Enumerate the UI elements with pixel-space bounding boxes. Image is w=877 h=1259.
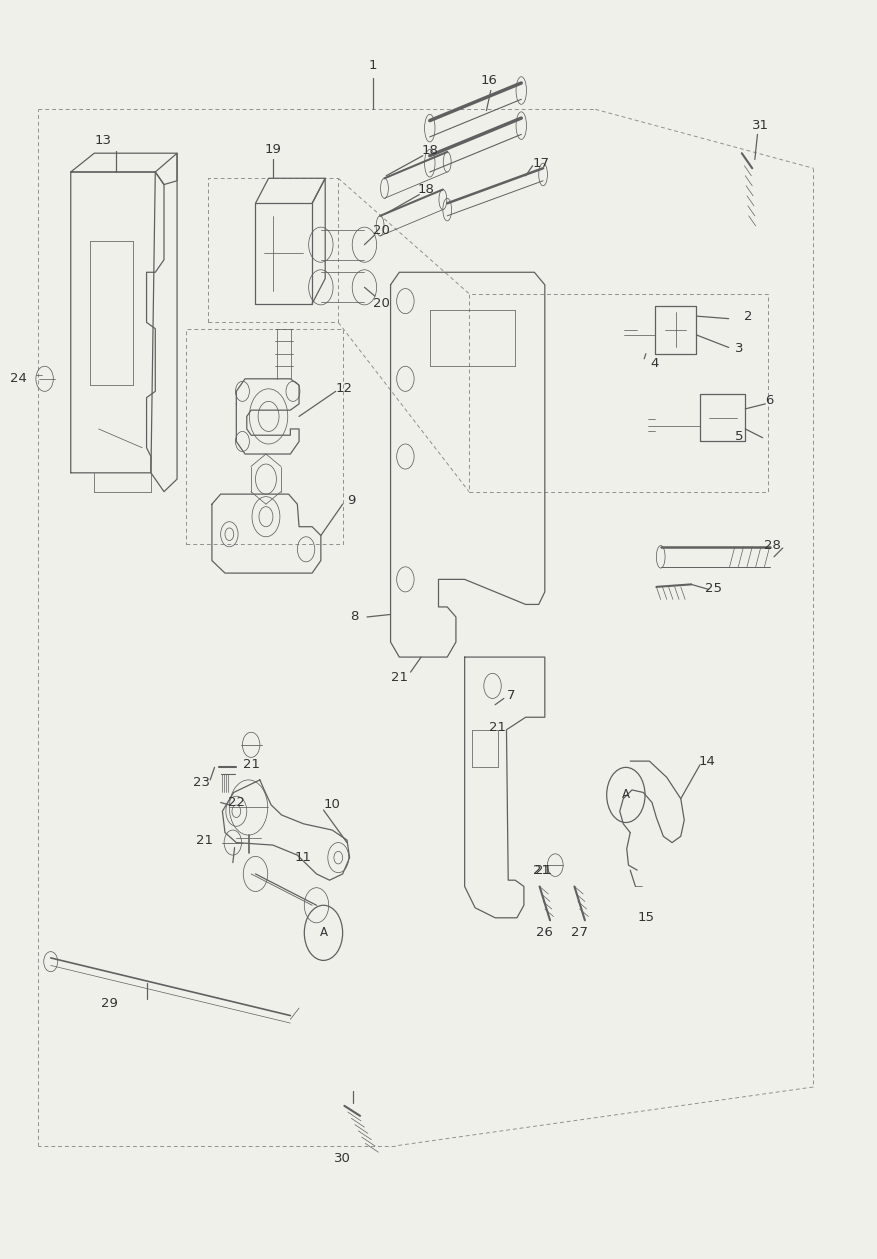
Text: 14: 14	[698, 754, 716, 768]
Text: 8: 8	[350, 611, 359, 623]
Text: 23: 23	[193, 776, 210, 789]
Text: 21: 21	[391, 671, 408, 684]
Text: 11: 11	[295, 851, 312, 864]
Text: 6: 6	[766, 394, 774, 407]
Text: 25: 25	[705, 582, 723, 594]
Text: 15: 15	[638, 912, 654, 924]
Text: 31: 31	[752, 120, 769, 132]
Text: 28: 28	[764, 539, 781, 551]
Text: 3: 3	[735, 342, 744, 355]
Text: 5: 5	[735, 431, 744, 443]
Text: 30: 30	[334, 1152, 351, 1165]
Text: 18: 18	[421, 145, 438, 157]
Text: A: A	[622, 788, 630, 802]
Text: 20: 20	[374, 224, 390, 238]
Text: 10: 10	[324, 798, 340, 812]
Text: A: A	[319, 927, 327, 939]
Text: 12: 12	[336, 383, 353, 395]
Text: 13: 13	[95, 135, 111, 147]
Text: 20: 20	[374, 297, 390, 310]
Text: 21: 21	[243, 758, 260, 772]
Text: 22: 22	[228, 796, 245, 810]
Text: 26: 26	[537, 927, 553, 939]
Text: 19: 19	[265, 144, 282, 156]
Text: 27: 27	[571, 927, 588, 939]
Text: 21: 21	[533, 864, 550, 876]
Text: 7: 7	[507, 690, 515, 703]
Text: 1: 1	[369, 59, 377, 72]
Text: 21: 21	[535, 864, 552, 876]
Text: 2: 2	[744, 310, 752, 322]
Text: 16: 16	[481, 74, 497, 87]
Text: 9: 9	[347, 494, 355, 507]
Text: 24: 24	[11, 373, 27, 385]
Text: 29: 29	[101, 997, 118, 1010]
Text: 4: 4	[651, 358, 659, 370]
Text: 21: 21	[196, 833, 213, 846]
Text: 17: 17	[533, 156, 550, 170]
Text: 21: 21	[489, 720, 506, 734]
Text: 18: 18	[417, 183, 435, 196]
